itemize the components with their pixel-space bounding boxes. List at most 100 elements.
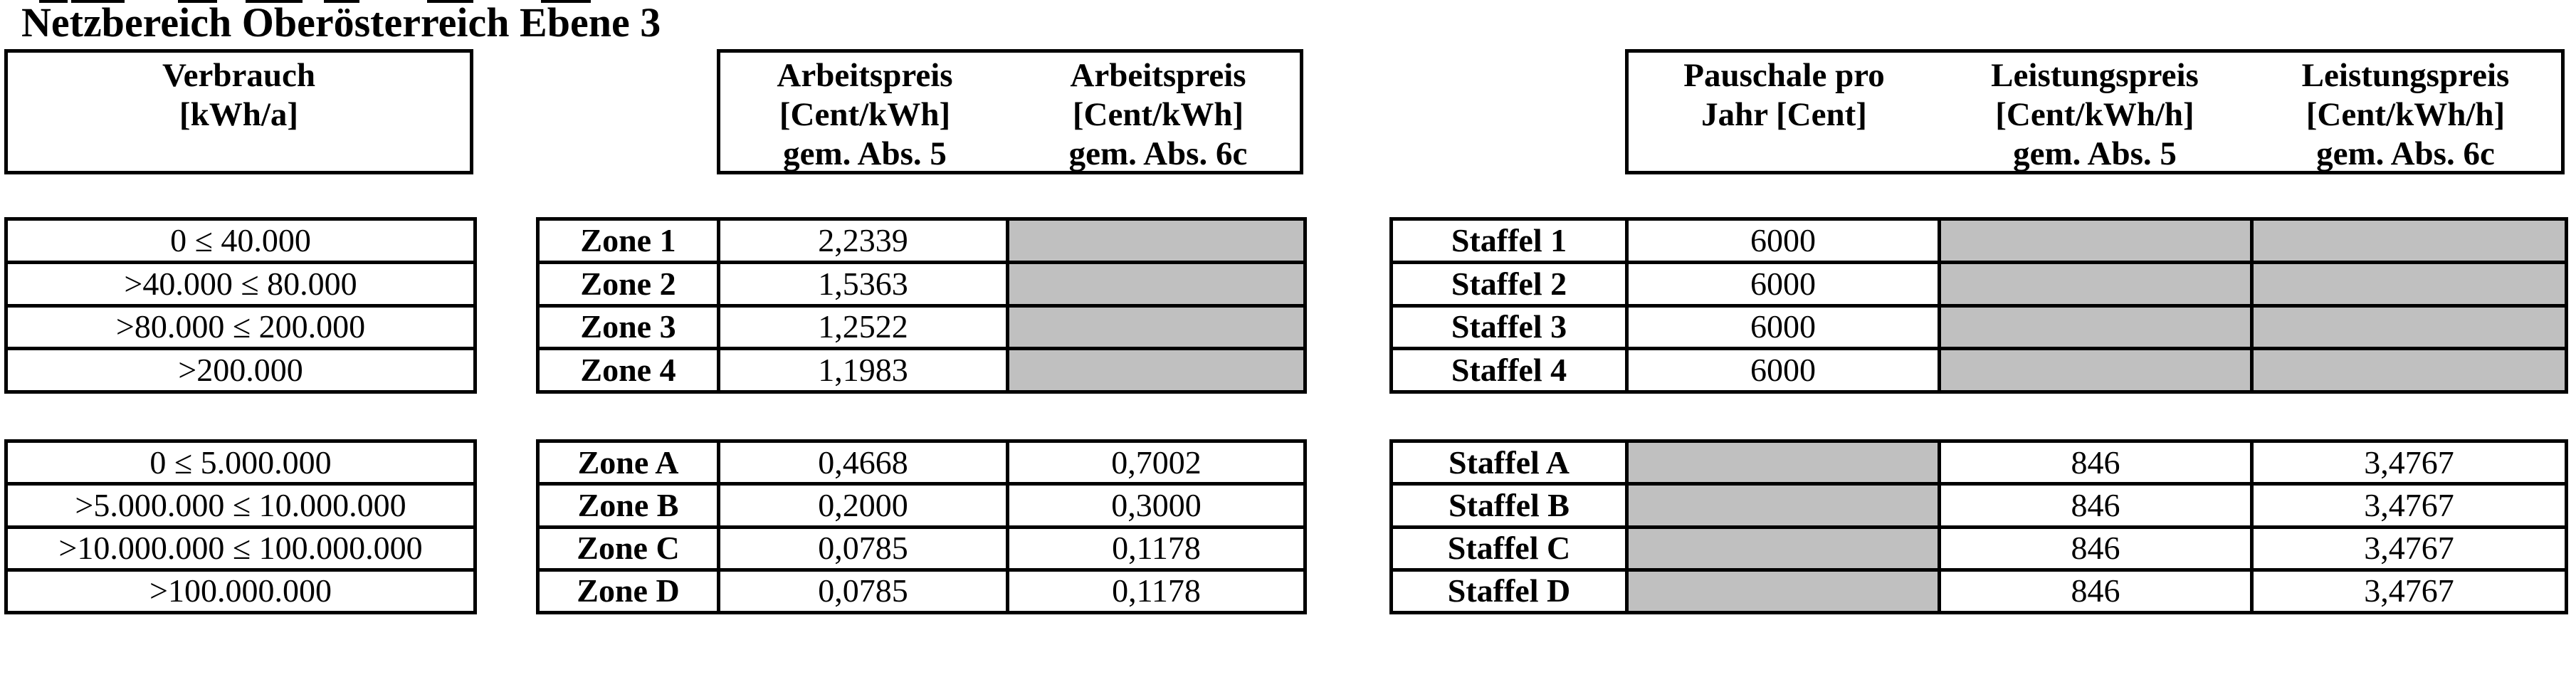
- leistungspreis-abs5-cell-empty: [1938, 260, 2254, 308]
- zone-table-group1: Zone 1 2,2339 Zone 2 1,5363 Zone 3 1,252…: [536, 217, 1307, 394]
- leistungspreis-abs5-cell-empty: [1938, 303, 2254, 351]
- staffel-label-cell: Staffel 4: [1389, 347, 1629, 394]
- header-line: Verbrauch: [162, 57, 315, 94]
- verbrauch-range-cell: >5.000.000 ≤ 10.000.000: [4, 482, 477, 529]
- table-row: >5.000.000 ≤ 10.000.000: [4, 482, 477, 529]
- leistungspreis-abs5-cell-empty: [1938, 217, 2254, 264]
- table-row: Staffel A 846 3,4767: [1389, 439, 2568, 486]
- table-row: >80.000 ≤ 200.000: [4, 303, 477, 351]
- arbeitspreis-abs5-cell: 0,2000: [717, 482, 1009, 529]
- header-line: gem. Abs. 6c: [1068, 135, 1248, 172]
- leistungspreis-abs6c-cell-empty: [2250, 260, 2568, 308]
- arbeitspreis-abs6c-cell-empty: [1006, 217, 1307, 264]
- zone-label-cell: Zone A: [536, 439, 720, 486]
- header-line: Leistungspreis: [2301, 57, 2510, 94]
- table-row: Zone 2 1,5363: [536, 260, 1307, 308]
- staffel-table-group2: Staffel A 846 3,4767 Staffel B 846 3,476…: [1389, 439, 2568, 615]
- leistungspreis-abs6c-cell: 3,4767: [2250, 482, 2568, 529]
- leistungspreis-abs6c-cell: 3,4767: [2250, 439, 2568, 486]
- leistungspreis-abs6c-cell-empty: [2250, 217, 2568, 264]
- header-line: Arbeitspreis: [1070, 57, 1246, 94]
- staffel-label-cell: Staffel 3: [1389, 303, 1629, 351]
- zone-label-cell: Zone 3: [536, 303, 720, 351]
- table-row: Zone D 0,0785 0,1178: [536, 567, 1307, 615]
- pauschale-cell: 6000: [1625, 217, 1941, 264]
- header-line: [Cent/kWh]: [779, 96, 951, 133]
- arbeitspreis-abs5-cell: 0,4668: [717, 439, 1009, 486]
- zone-label-cell: Zone 2: [536, 260, 720, 308]
- table-row: Zone 1 2,2339: [536, 217, 1307, 264]
- leistungspreis-abs5-header: Leistungspreis [Cent/kWh/h] gem. Abs. 5: [1940, 53, 2250, 172]
- arbeitspreis-abs5-cell: 1,2522: [717, 303, 1009, 351]
- staffel-label-cell: Staffel A: [1389, 439, 1629, 486]
- arbeitspreis-abs5-header: Arbeitspreis [Cent/kWh] gem. Abs. 5: [720, 53, 1009, 172]
- verbrauch-range-cell: >100.000.000: [4, 567, 477, 615]
- header-line: gem. Abs. 5: [783, 135, 947, 172]
- leistungspreis-abs5-cell-empty: [1938, 347, 2254, 394]
- clipped-text-artifact: [427, 0, 473, 3]
- table-row: Staffel 4 6000: [1389, 347, 2568, 394]
- arbeitspreis-abs5-cell: 0,0785: [717, 525, 1009, 572]
- arbeitspreis-abs5-cell: 1,5363: [717, 260, 1009, 308]
- arbeitspreis-abs6c-cell: 0,7002: [1006, 439, 1307, 486]
- arbeitspreis-abs6c-header: Arbeitspreis [Cent/kWh] gem. Abs. 6c: [1009, 53, 1307, 172]
- pauschale-cell-empty: [1625, 482, 1941, 529]
- leistungspreis-abs6c-cell: 3,4767: [2250, 525, 2568, 572]
- header-line: Pauschale pro: [1683, 57, 1885, 94]
- clipped-text-artifact: [324, 0, 359, 3]
- pauschale-cell-empty: [1625, 567, 1941, 615]
- table-row: Zone 4 1,1983: [536, 347, 1307, 394]
- pauschale-cell-empty: [1625, 525, 1941, 572]
- arbeitspreis-abs5-cell: 2,2339: [717, 217, 1009, 264]
- zone-label-cell: Zone B: [536, 482, 720, 529]
- table-row: Staffel D 846 3,4767: [1389, 567, 2568, 615]
- verbrauch-header-box: Verbrauch [kWh/a]: [4, 49, 473, 174]
- table-row: >10.000.000 ≤ 100.000.000: [4, 525, 477, 572]
- leistungspreis-abs5-cell: 846: [1938, 567, 2254, 615]
- clipped-text-artifact: [246, 0, 303, 3]
- zone-label-cell: Zone D: [536, 567, 720, 615]
- header-line: [Cent/kWh/h]: [2306, 96, 2506, 133]
- table-row: Zone C 0,0785 0,1178: [536, 525, 1307, 572]
- leistungspreis-abs6c-cell: 3,4767: [2250, 567, 2568, 615]
- table-row: >40.000 ≤ 80.000: [4, 260, 477, 308]
- verbrauch-table-group1: 0 ≤ 40.000 >40.000 ≤ 80.000 >80.000 ≤ 20…: [4, 217, 477, 394]
- verbrauch-range-cell: 0 ≤ 40.000: [4, 217, 477, 264]
- verbrauch-range-cell: >10.000.000 ≤ 100.000.000: [4, 525, 477, 572]
- clipped-text-artifact: [541, 0, 591, 3]
- arbeitspreis-abs6c-cell-empty: [1006, 303, 1307, 351]
- leistungspreis-abs6c-cell-empty: [2250, 347, 2568, 394]
- table-row: Staffel 2 6000: [1389, 260, 2568, 308]
- clipped-text-artifact: [71, 0, 125, 3]
- header-line: gem. Abs. 5: [2013, 135, 2177, 172]
- pauschale-cell: 6000: [1625, 347, 1941, 394]
- verbrauch-range-cell: 0 ≤ 5.000.000: [4, 439, 477, 486]
- table-row: >100.000.000: [4, 567, 477, 615]
- pauschale-cell: 6000: [1625, 303, 1941, 351]
- page-title: Netzbereich Oberösterreich Ebene 3: [21, 0, 661, 46]
- table-row: 0 ≤ 5.000.000: [4, 439, 477, 486]
- table-row: Zone B 0,2000 0,3000: [536, 482, 1307, 529]
- pauschale-header: Pauschale pro Jahr [Cent]: [1629, 53, 1940, 171]
- zone-label-cell: Zone C: [536, 525, 720, 572]
- pauschale-cell-empty: [1625, 439, 1941, 486]
- verbrauch-range-cell: >80.000 ≤ 200.000: [4, 303, 477, 351]
- clipped-text-artifact: [178, 0, 217, 3]
- table-row: Staffel C 846 3,4767: [1389, 525, 2568, 572]
- arbeitspreis-abs6c-cell: 0,3000: [1006, 482, 1307, 529]
- header-line: gem. Abs. 6c: [2316, 135, 2495, 172]
- table-row: Staffel B 846 3,4767: [1389, 482, 2568, 529]
- table-row: Staffel 1 6000: [1389, 217, 2568, 264]
- arbeitspreis-header-box: Arbeitspreis [Cent/kWh] gem. Abs. 5 Arbe…: [717, 49, 1303, 174]
- table-row: Staffel 3 6000: [1389, 303, 2568, 351]
- staffel-label-cell: Staffel D: [1389, 567, 1629, 615]
- staffel-label-cell: Staffel 2: [1389, 260, 1629, 308]
- staffel-label-cell: Staffel B: [1389, 482, 1629, 529]
- leistungspreis-abs6c-header: Leistungspreis [Cent/kWh/h] gem. Abs. 6c: [2250, 53, 2561, 172]
- header-line: [Cent/kWh]: [1072, 96, 1244, 133]
- arbeitspreis-abs6c-cell-empty: [1006, 260, 1307, 308]
- header-line: [Cent/kWh/h]: [1995, 96, 2194, 133]
- table-row: 0 ≤ 40.000: [4, 217, 477, 264]
- verbrauch-table-group2: 0 ≤ 5.000.000 >5.000.000 ≤ 10.000.000 >1…: [4, 439, 477, 615]
- arbeitspreis-abs6c-cell: 0,1178: [1006, 567, 1307, 615]
